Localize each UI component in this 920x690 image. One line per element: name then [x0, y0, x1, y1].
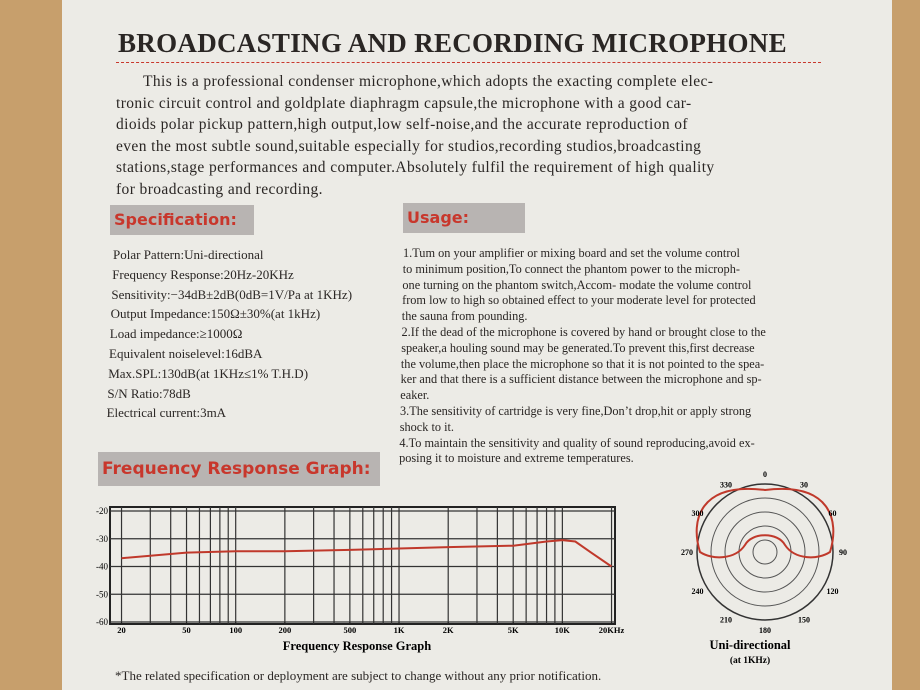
intro-line: for broadcasting and recording. — [116, 180, 323, 198]
spec-item: Electrical current:3mA — [106, 405, 227, 421]
spec-item: Sensitivity:−34dB±2dB(0dB=1V/Pa at 1KHz) — [111, 286, 353, 302]
x-tick-label: 10K — [555, 625, 571, 635]
spec-item: Polar Pattern:Uni-directional — [113, 247, 264, 262]
polar-caption: Uni-directional — [709, 638, 791, 652]
intro-line: tronic circuit control and goldplate dia… — [116, 94, 692, 112]
x-tick-label: 1K — [394, 625, 405, 635]
angle-label: 180 — [759, 626, 771, 635]
angle-label: 240 — [691, 587, 703, 596]
polar-plot: 0 30 60 90 120 150 180 210 240 270 300 330 — [681, 470, 847, 635]
usage-line: 3.The sensitivity of cartridge is very f… — [400, 404, 752, 418]
intro-line: This is a professional condenser microph… — [143, 73, 714, 90]
intro-line: stations,stage performances and computer… — [116, 159, 715, 176]
usage-line: to minimum position,To connect the phant… — [402, 261, 740, 276]
graph-heading: Frequency Response Graph: — [98, 452, 380, 486]
angle-label: 330 — [720, 480, 732, 489]
x-tick-label: 50 — [182, 625, 191, 635]
footnote: *The related specification or deployment… — [115, 668, 601, 683]
usage-heading: Usage: — [403, 203, 525, 233]
y-tick-label: -60 — [96, 617, 108, 627]
spec-item: Output Impedance:150Ω±30%(at 1kHz) — [110, 306, 321, 322]
angle-label: 300 — [691, 509, 703, 518]
spec-item: Load impedance:≥1000Ω — [109, 326, 243, 342]
polar-subcaption: (at 1KHz) — [730, 655, 770, 666]
usage-line: 4.To maintain the sensitivity and qualit… — [399, 435, 755, 450]
usage-line: 2.If the dead of the microphone is cover… — [401, 325, 766, 339]
angle-label: 120 — [827, 587, 839, 596]
polar-ring — [710, 497, 820, 607]
response-curve — [121, 539, 613, 568]
y-tick-label: -50 — [96, 589, 108, 599]
usage-line: from low to high so obtained effect to y… — [402, 293, 756, 308]
polar-ring — [724, 511, 806, 593]
x-tick-label: 20KHz — [599, 625, 625, 635]
angle-label: 30 — [800, 480, 808, 489]
y-tick-label: -20 — [96, 506, 108, 516]
angle-label: 150 — [798, 616, 810, 625]
polar-ring — [696, 483, 834, 621]
spec-item: Frequency Response:20Hz-20KHz — [112, 266, 294, 282]
angle-label: 0 — [763, 470, 767, 479]
angle-label: 210 — [720, 616, 732, 625]
angle-label: 60 — [829, 509, 837, 518]
y-tick-label: -40 — [96, 562, 108, 572]
usage-line: ker and that there is a sufficient dista… — [400, 372, 762, 387]
title: BROADCASTING AND RECORDING MICROPHONE — [118, 28, 787, 58]
polar-ring — [752, 539, 778, 565]
usage-line: one turning on the phantom switch,Accom-… — [402, 277, 752, 292]
usage-line: eaker. — [400, 388, 430, 403]
intro-line: dioids polar pickup pattern,high output,… — [116, 116, 688, 133]
usage-line: the sauna from pounding. — [401, 309, 528, 324]
title-rule — [116, 62, 821, 63]
angle-label: 90 — [839, 548, 847, 557]
graph-caption: Frequency Response Graph — [283, 639, 431, 653]
usage-line: posing it to moisture and extreme temper… — [399, 451, 634, 466]
usage-line: the volume,then place the microphone so … — [400, 356, 765, 371]
spec-item: Max.SPL:130dB(at 1KHz≤1% T.H.D) — [108, 365, 309, 381]
x-tick-label: 100 — [229, 625, 242, 635]
polar-pattern — [695, 487, 835, 559]
spec-item: S/N Ratio:78dB — [107, 385, 191, 401]
x-tick-label: 5K — [508, 625, 519, 635]
y-tick-label: -30 — [96, 534, 108, 544]
x-tick-label: 200 — [278, 625, 291, 635]
spec-heading: Specification: — [110, 205, 254, 235]
x-tick-label: 20 — [117, 625, 126, 635]
polar-ring — [738, 525, 792, 579]
intro-line: even the most subtle sound,suitable espe… — [116, 137, 702, 155]
usage-line: 1.Tum on your amplifier or mixing board … — [403, 246, 740, 260]
usage-line: shock to it. — [399, 419, 454, 434]
usage-line: speaker,a houling sound may be generated… — [401, 340, 755, 355]
spec-item: Equivalent noiselevel:16dBA — [109, 346, 263, 361]
x-tick-label: 500 — [343, 625, 356, 635]
x-tick-label: 2K — [443, 625, 454, 635]
angle-label: 270 — [681, 548, 693, 557]
